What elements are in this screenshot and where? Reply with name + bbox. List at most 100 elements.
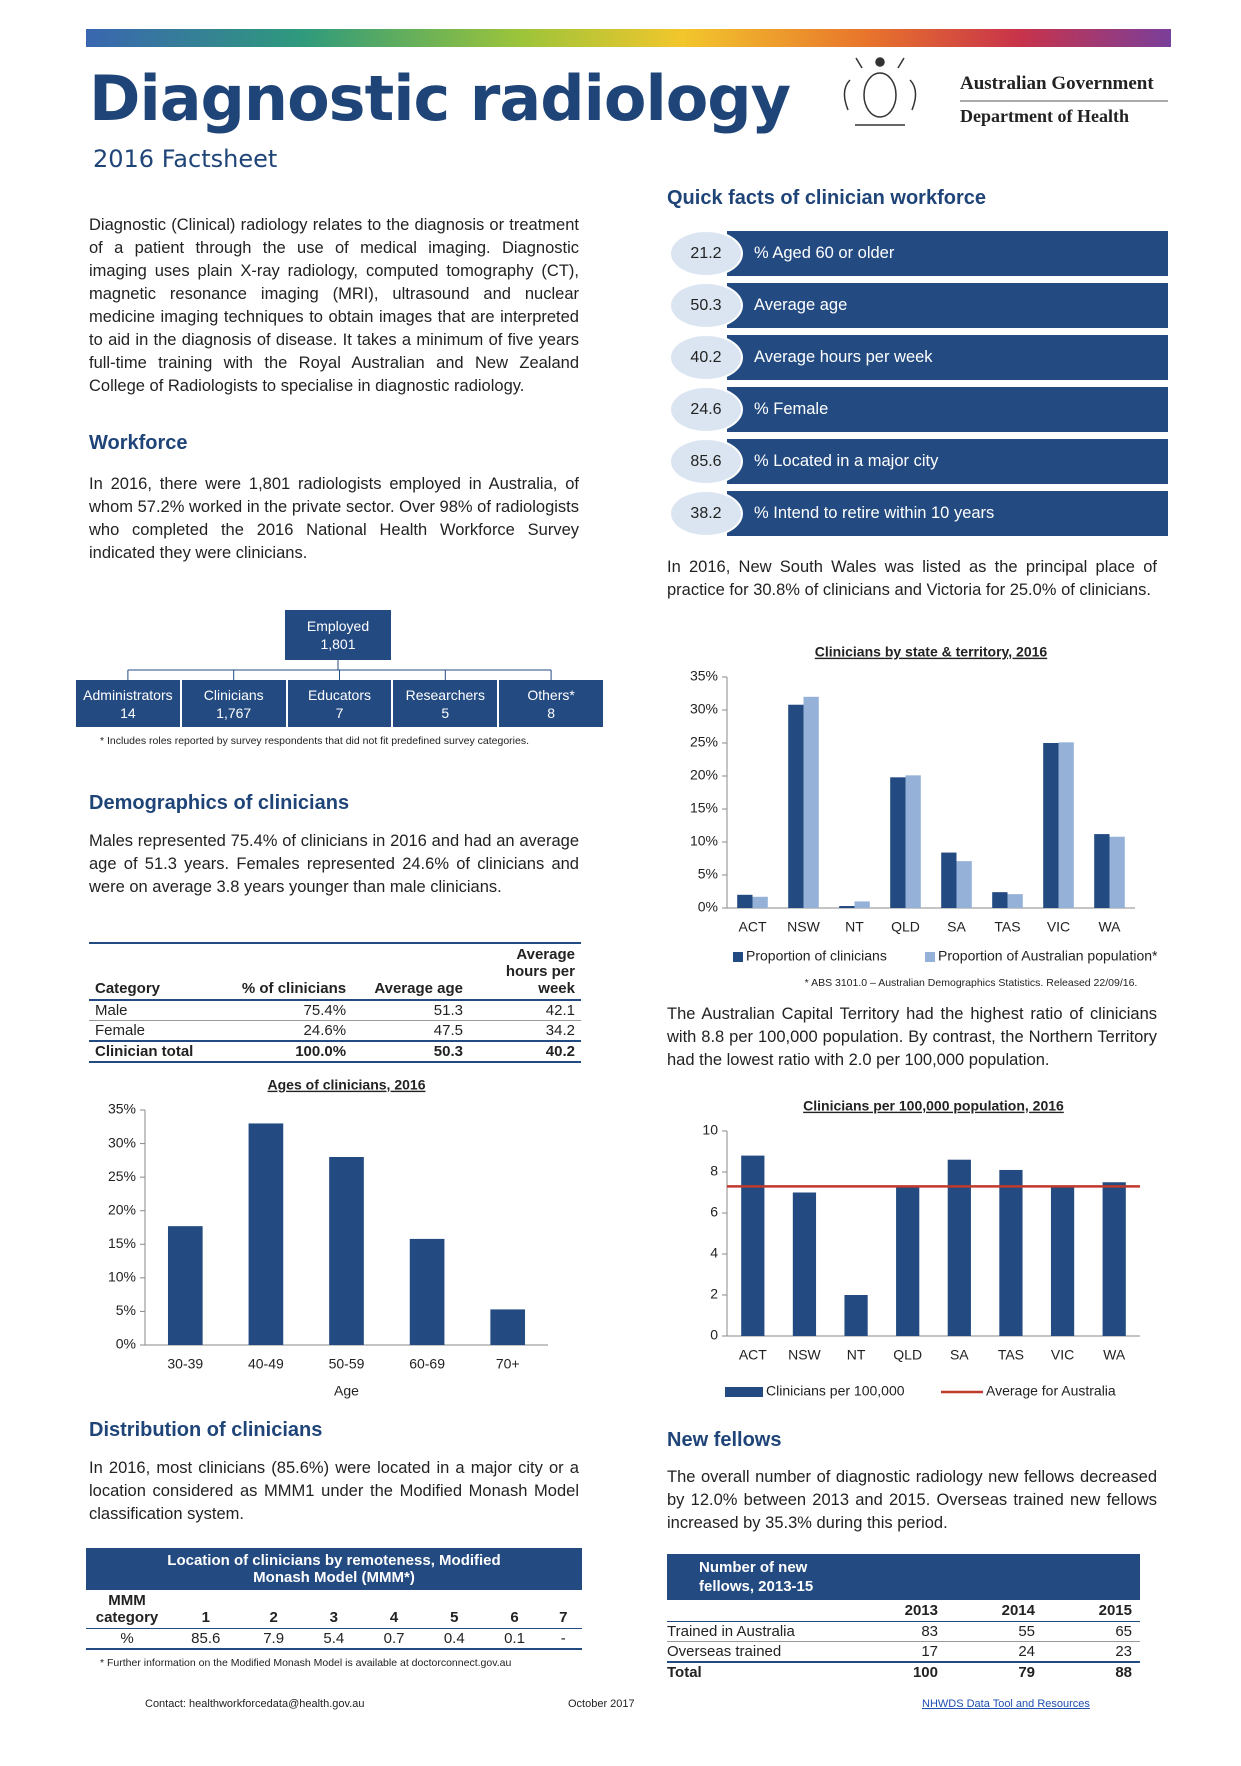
heading: Quick facts of clinician workforce	[667, 187, 986, 209]
footnote: * Further information on the Modified Mo…	[100, 1657, 512, 1669]
government: Australian Government	[960, 73, 1154, 94]
y-tick-label: 25%	[690, 734, 718, 750]
paragraph: In 2016, New South Wales was listed as t…	[667, 558, 1157, 599]
blank	[667, 1600, 849, 1622]
y-tick-label: 6	[710, 1204, 718, 1220]
legend-label: Proportion of Australian population*	[938, 948, 1158, 964]
y-tick-label: 5%	[116, 1302, 136, 1318]
table-row: Overseas trained 17 24 23	[667, 1642, 1140, 1662]
y-tick-label: 20%	[108, 1201, 136, 1217]
x-tick-label: 50-59	[329, 1356, 365, 1372]
x-tick-label: 40-49	[248, 1356, 284, 1372]
x-tick-label: TAS	[998, 1347, 1024, 1363]
bar	[490, 1309, 526, 1345]
org-box: Administrators 14	[76, 680, 180, 727]
y-tick-label: 10%	[108, 1269, 136, 1285]
column-header: 2	[269, 1609, 278, 1626]
bar	[941, 852, 957, 908]
y-tick-label: 20%	[690, 767, 718, 783]
title-row: Number of new fellows, 2013-15	[667, 1554, 1140, 1600]
fact-bar: Average hours per week	[727, 335, 1168, 380]
bar	[947, 1159, 971, 1336]
title-fill	[849, 1554, 1140, 1600]
table-cell: 65	[1115, 1623, 1132, 1640]
bar	[854, 901, 870, 908]
column-header: 3	[329, 1609, 339, 1626]
org-label: Clinicians	[203, 686, 264, 703]
x-tick-label: ACT	[739, 919, 767, 935]
bar	[956, 861, 972, 908]
bar	[248, 1123, 284, 1345]
org-label: Employed	[306, 618, 370, 634]
header-row: 2013 2014 2015	[667, 1600, 1140, 1622]
x-tick-label: NT	[847, 1347, 866, 1363]
row-label: Trained in Australia	[667, 1623, 795, 1640]
table-cell: 88	[1115, 1664, 1132, 1681]
table-cell: 47.5	[433, 1022, 463, 1039]
table-cell: 17	[921, 1643, 938, 1660]
bar	[741, 1155, 765, 1336]
paragraph: In 2016, there were 1,801 radiologists e…	[89, 475, 579, 562]
table-row: % 85.6 7.9 5.4 0.7 0.4 0.1 -	[86, 1629, 582, 1650]
org-label: Others*	[527, 686, 575, 703]
table-row: Clinician total 100.0% 50.3 40.2	[89, 1041, 581, 1062]
y-tick-label: 5%	[698, 866, 718, 882]
org-box: Clinicians 1,767	[181, 680, 286, 727]
table-row: Trained in Australia 83 55 65	[667, 1622, 1140, 1642]
org-value: 5	[441, 704, 450, 721]
y-tick-label: 10%	[690, 833, 718, 849]
heading: Distribution of clinicians	[89, 1419, 323, 1441]
table-cell: Clinician total	[95, 1043, 194, 1060]
table-cell: 79	[1018, 1664, 1035, 1681]
table-cell: %	[120, 1630, 134, 1647]
table-cell: 51.3	[433, 1002, 463, 1019]
bar	[803, 696, 819, 908]
org-label: Researchers	[405, 686, 485, 703]
fact-bar: % Female	[727, 387, 1168, 432]
column-header: 6	[510, 1609, 519, 1626]
chart-title: Clinicians per 100,000 population, 2016	[803, 1098, 1064, 1114]
y-tick-label: 0%	[698, 899, 718, 915]
y-tick-label: 0	[710, 1327, 718, 1343]
table-cell: 100.0%	[295, 1043, 347, 1060]
header-row: MMM category 1 2 3 4 5 6 7	[86, 1590, 582, 1629]
footer-date: October 2017	[568, 1698, 635, 1710]
org-box: Employed 1,801	[285, 610, 391, 660]
fact-value: 50.3	[669, 282, 743, 329]
x-tick-label: SA	[950, 1347, 969, 1363]
footer-link[interactable]: NHWDS Data Tool and Resources	[922, 1698, 1090, 1710]
row-label: Total	[667, 1664, 702, 1681]
legend-label: Clinicians per 100,000	[766, 1383, 905, 1399]
bar	[1007, 894, 1023, 908]
table-cell: 34.2	[545, 1022, 575, 1039]
fact-bar: % Aged 60 or older	[727, 231, 1168, 276]
org-value: 14	[120, 704, 136, 721]
coat-of-arms	[843, 57, 917, 126]
x-tick-label: NT	[845, 919, 864, 935]
bar	[839, 906, 855, 908]
paragraph: Males represented 75.4% of clinicians in…	[89, 832, 579, 896]
bar	[1102, 1182, 1126, 1336]
table-cell: 50.3	[433, 1043, 463, 1060]
org-box: Educators 7	[287, 680, 392, 727]
org-value: 1,801	[320, 636, 356, 652]
bar	[1043, 743, 1059, 908]
table-title: Location of clinicians by remoteness, Mo…	[86, 1548, 582, 1590]
table-cell: 83	[921, 1623, 938, 1640]
y-tick-label: 4	[710, 1245, 718, 1261]
chart-footnote: * ABS 3101.0 – Australian Demographics S…	[805, 977, 1138, 989]
chart-title: Clinicians by state & territory, 2016	[815, 644, 1048, 660]
column-header: % of clinicians	[241, 980, 347, 997]
location-table: Location of clinicians by remoteness, Mo…	[86, 1548, 582, 1650]
banner-stripe	[86, 29, 1171, 47]
org-box: Researchers 5	[393, 680, 498, 727]
table-cell: 24.6%	[303, 1022, 347, 1039]
x-tick-label: NSW	[787, 919, 820, 935]
x-tick-label: VIC	[1047, 919, 1070, 935]
table-cell: 0.4	[443, 1630, 465, 1647]
y-tick-label: 10	[702, 1122, 718, 1138]
fact-value: 38.2	[669, 490, 743, 537]
x-tick-label: WA	[1103, 1347, 1126, 1363]
header-row: Category % of clinicians Average age Averag…	[89, 943, 581, 1000]
